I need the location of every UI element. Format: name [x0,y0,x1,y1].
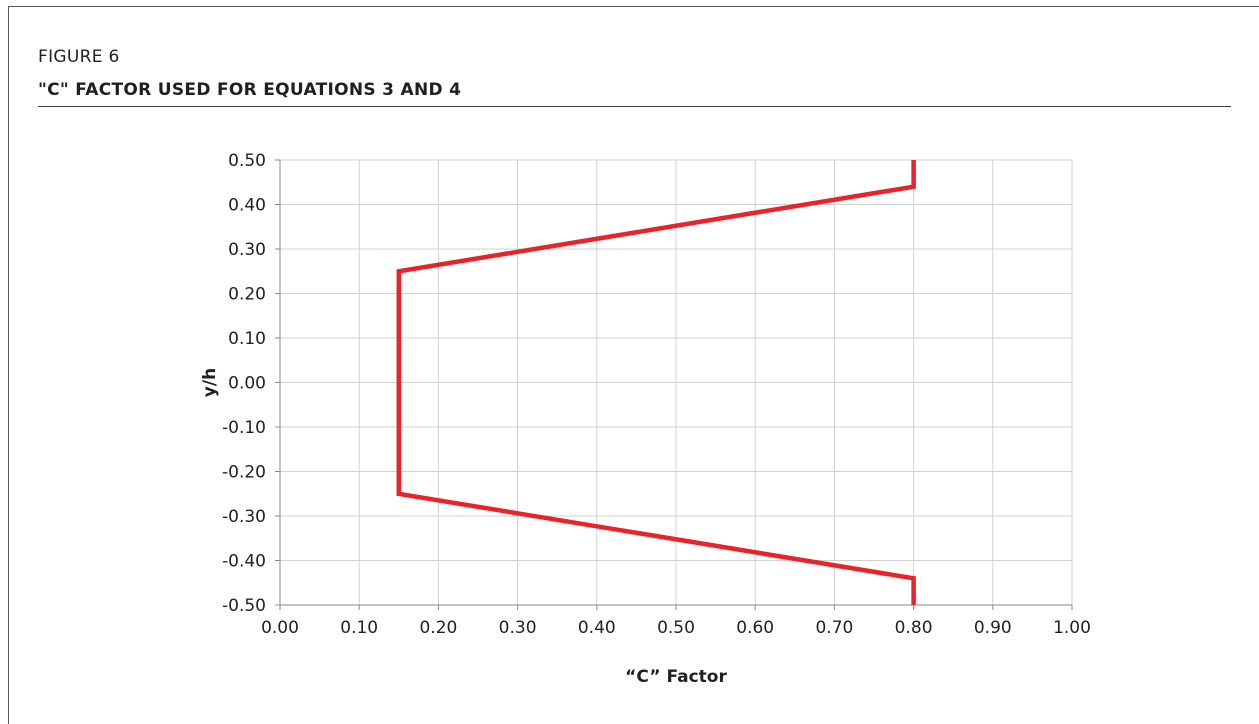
y-tick-label: -0.50 [222,596,266,616]
x-tick-label: 0.30 [499,618,537,638]
tick-labels: 0.00 0.10 0.20 0.30 0.40 0.50 0.60 0.70 0.80 0.90… [222,151,1091,638]
figure-label: FIGURE 6 [38,47,120,67]
x-tick-label: 1.00 [1053,618,1091,638]
series-layer [396,160,916,605]
x-tick-label: 0.40 [578,618,616,638]
x-tick-label: 0.80 [895,618,933,638]
title-divider [38,106,1231,107]
y-tick-label: -0.20 [222,463,266,483]
y-tick-label: 0.30 [228,240,266,260]
y-tick-label: 0.40 [228,196,266,216]
x-tick-label: 0.10 [340,618,378,638]
x-tick-label: 0.60 [736,618,774,638]
y-tick-label: -0.30 [222,507,266,527]
y-tick-label: 0.10 [228,329,266,349]
x-tick-label: 0.70 [815,618,853,638]
figure-title: "C" FACTOR USED FOR EQUATIONS 3 AND 4 [38,80,462,100]
y-tick-label: -0.40 [222,552,266,572]
x-tick-label: 0.50 [657,618,695,638]
y-tick-label: 0.20 [228,285,266,305]
x-axis-title: “C” Factor [625,667,727,687]
figure-frame [8,6,1259,724]
x-tick-label: 0.90 [974,618,1012,638]
y-tick-label: 0.00 [228,374,266,394]
axes [275,159,1073,610]
x-tick-label: 0.00 [261,618,299,638]
y-axis-title: y/h [200,368,220,397]
y-tick-label: -0.10 [222,418,266,438]
x-tick-label: 0.20 [419,618,457,638]
y-tick-label: 0.50 [228,151,266,171]
series-line-0 [396,160,916,605]
